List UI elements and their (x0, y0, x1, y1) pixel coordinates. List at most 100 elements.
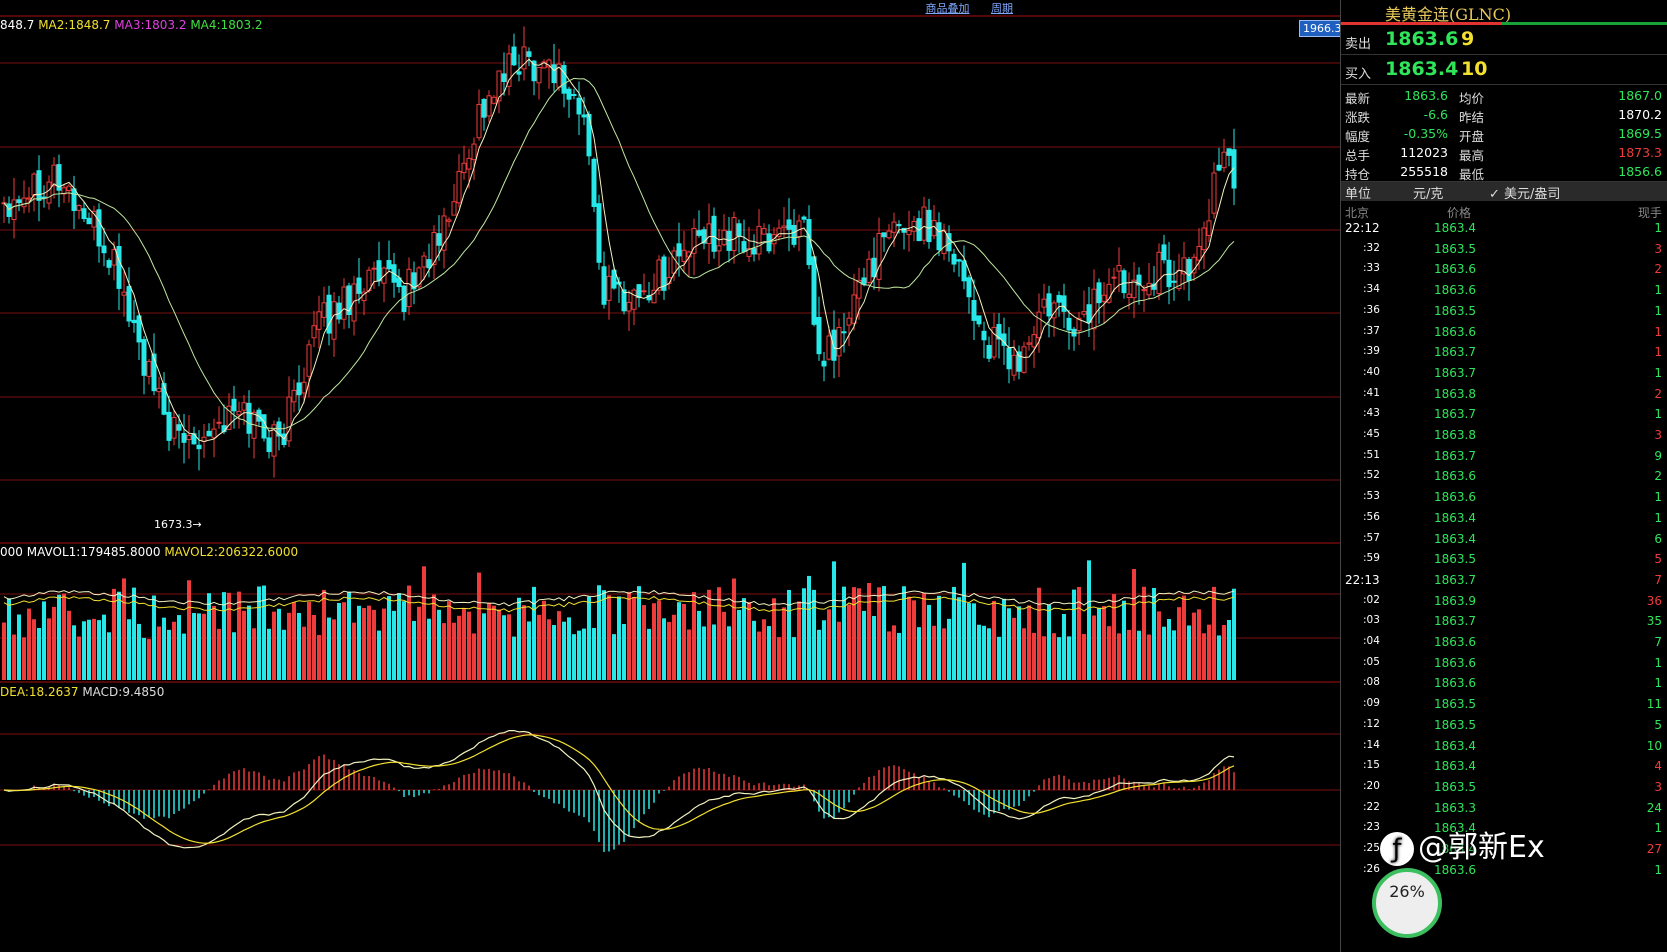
tick-row: :36 1863.5 1 (1341, 304, 1667, 325)
candle-body (1016, 351, 1022, 372)
volume-bar (157, 626, 161, 680)
candle-body (1151, 283, 1157, 290)
candle-body (501, 73, 507, 83)
candle-body (36, 170, 42, 201)
tick-volume: 1 (1654, 510, 1662, 525)
candle-body (171, 417, 177, 439)
overlay-link[interactable]: 商品叠加 (925, 2, 970, 15)
volume-bar (787, 589, 791, 680)
candle-body (866, 258, 872, 283)
tick-volume: 1 (1654, 303, 1662, 318)
tick-time: :34 (1363, 283, 1380, 296)
volume-bar (662, 618, 666, 680)
candle-body (1121, 270, 1127, 294)
ma1-value: 848.7 (0, 18, 35, 32)
volume-bar (447, 601, 451, 680)
candle-body (1111, 276, 1117, 279)
tick-price: 1863.5 (1434, 303, 1476, 318)
candle-body (71, 188, 77, 212)
volume-bar (1167, 619, 1171, 680)
tick-row: :22 1863.3 24 (1341, 801, 1667, 822)
volume-bar (27, 608, 31, 680)
volume-bar (1077, 586, 1081, 680)
volume-bar (807, 575, 811, 680)
volume-bar (392, 610, 396, 680)
candle-body (731, 217, 737, 251)
volume-bar (1067, 636, 1071, 680)
kline-chart-area[interactable]: 商品叠加 周期 1966.3 848.7 MA2:1848.7 MA3:1803… (0, 0, 1346, 952)
candle-body (336, 302, 342, 320)
volume-bar (1207, 624, 1211, 680)
volume-bar (367, 605, 371, 680)
candle-body (141, 339, 147, 376)
candle-body (896, 223, 902, 227)
volume-bar (737, 609, 741, 680)
tick-volume: 1 (1654, 821, 1662, 836)
tick-row: :40 1863.7 1 (1341, 366, 1667, 387)
volume-bar (212, 605, 216, 680)
candle-body (871, 257, 877, 278)
candle-body (486, 95, 492, 117)
candle-body (1171, 280, 1177, 283)
volume-bar (52, 606, 56, 680)
volume-bar (727, 626, 731, 680)
volume-bar (897, 632, 901, 680)
volume-bar (697, 610, 701, 680)
tick-price: 1863.5 (1434, 697, 1476, 712)
tick-price: 1863.5 (1434, 717, 1476, 732)
candle-body (601, 266, 607, 305)
unit-bar[interactable]: 单位 元/克 ✓ 美元/盎司 (1341, 182, 1667, 202)
volume-bar (432, 594, 436, 680)
candle-body (621, 289, 627, 312)
candle-body (316, 311, 322, 330)
candle-body (1101, 294, 1107, 302)
candle-body (446, 219, 452, 222)
candle-body (546, 59, 552, 68)
candle-body (756, 225, 762, 255)
unit-alt[interactable]: ✓ 美元/盎司 (1489, 187, 1561, 202)
volume-bar (1227, 619, 1231, 680)
volume-bar (302, 626, 306, 680)
volume-bar (832, 561, 836, 680)
volume-bar (132, 587, 136, 680)
volume-bar (867, 583, 871, 680)
tick-head-price: 价格 (1447, 206, 1472, 220)
tick-time: 22:12 (1345, 221, 1380, 235)
unit-value[interactable]: 元/克 (1413, 187, 1444, 202)
candle-body (551, 64, 557, 84)
volume-bar (802, 588, 806, 680)
candle-body (86, 217, 92, 225)
candle-body (96, 209, 102, 247)
tick-price: 1863.6 (1434, 676, 1476, 691)
kline-chart-svg[interactable] (0, 0, 1340, 952)
volume-bar (317, 635, 321, 680)
volume-bar (1147, 634, 1151, 680)
candle-body (586, 113, 592, 157)
candle-body (716, 245, 722, 252)
volume-bar (707, 589, 711, 680)
tick-volume: 3 (1654, 428, 1662, 442)
candle-body (596, 203, 602, 263)
tick-head-time: 北京 (1345, 206, 1370, 220)
tick-row: :26 1863.6 1 (1341, 863, 1667, 884)
volume-bar (742, 598, 746, 680)
candle-body (246, 402, 252, 434)
volume-bar (1192, 612, 1196, 680)
period-link[interactable]: 周期 (991, 2, 1013, 15)
volume-bar (752, 620, 756, 680)
volume-bar (32, 619, 36, 680)
ma3-value: MA3:1803.2 (114, 18, 187, 32)
tick-volume: 27 (1646, 842, 1662, 856)
volume-bar (47, 618, 51, 680)
mavol2-value: MAVOL2:206322.6000 (164, 545, 299, 559)
candle-body (1161, 244, 1167, 261)
volume-bar (552, 625, 556, 680)
volume-bar (307, 601, 311, 680)
tick-volume: 2 (1654, 469, 1662, 484)
volume-bar (297, 612, 301, 680)
volume-bar (757, 631, 761, 680)
volume-bar (732, 578, 736, 680)
candle-body (471, 143, 477, 161)
volume-bar (1007, 608, 1011, 680)
tick-time: :56 (1363, 510, 1380, 523)
